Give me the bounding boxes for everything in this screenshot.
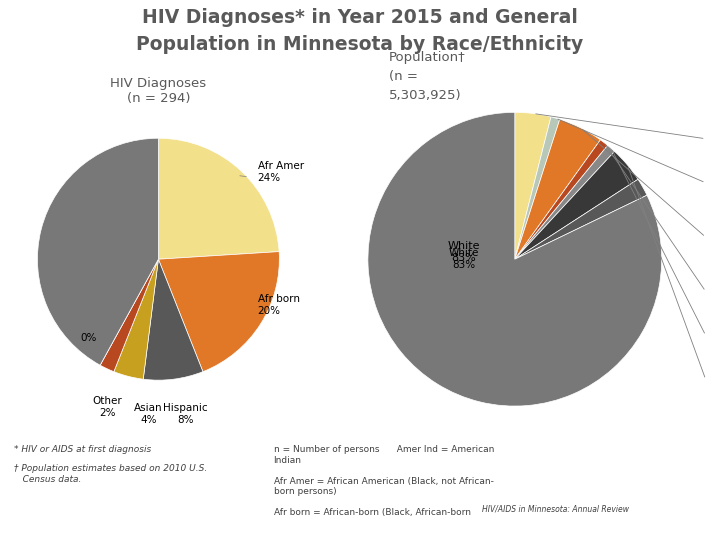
- Text: Asian
4%: Asian 4%: [135, 403, 163, 425]
- Wedge shape: [515, 151, 638, 259]
- Text: 0%: 0%: [80, 333, 96, 343]
- Wedge shape: [515, 117, 559, 259]
- Text: Afr born
20%: Afr born 20%: [258, 294, 300, 316]
- Wedge shape: [143, 259, 203, 380]
- Text: n = Number of persons      Amer Ind = American
Indian

Afr Amer = African Americ: n = Number of persons Amer Ind = America…: [274, 446, 494, 517]
- Wedge shape: [37, 138, 158, 365]
- Wedge shape: [158, 138, 279, 259]
- Wedge shape: [515, 119, 600, 259]
- Text: † Population estimates based on 2010 U.S.
   Census data.: † Population estimates based on 2010 U.S…: [14, 464, 207, 484]
- Wedge shape: [100, 259, 158, 372]
- Text: Hispanic
8%: Hispanic 8%: [163, 403, 207, 425]
- Wedge shape: [515, 112, 551, 259]
- Text: White
83%: White 83%: [449, 248, 479, 270]
- Wedge shape: [515, 179, 647, 259]
- Wedge shape: [114, 259, 158, 379]
- Wedge shape: [515, 140, 608, 259]
- Text: Population†: Population†: [389, 51, 466, 64]
- Wedge shape: [368, 112, 662, 406]
- Title: HIV Diagnoses
(n = 294): HIV Diagnoses (n = 294): [110, 77, 207, 105]
- Text: Afr Amer
24%: Afr Amer 24%: [258, 161, 304, 183]
- Text: HIV/AIDS in Minnesota: Annual Review: HIV/AIDS in Minnesota: Annual Review: [482, 505, 629, 514]
- Text: Other
2%: Other 2%: [93, 396, 122, 417]
- Text: * HIV or AIDS at first diagnosis: * HIV or AIDS at first diagnosis: [14, 446, 152, 455]
- Wedge shape: [100, 259, 158, 365]
- Text: Population in Minnesota by Race/Ethnicity: Population in Minnesota by Race/Ethnicit…: [136, 35, 584, 54]
- Text: (n =: (n =: [389, 70, 418, 83]
- Wedge shape: [515, 145, 615, 259]
- Text: 5,303,925): 5,303,925): [389, 89, 462, 102]
- Text: White
83%: White 83%: [447, 241, 480, 262]
- Text: HIV Diagnoses* in Year 2015 and General: HIV Diagnoses* in Year 2015 and General: [142, 8, 578, 27]
- Wedge shape: [158, 252, 279, 372]
